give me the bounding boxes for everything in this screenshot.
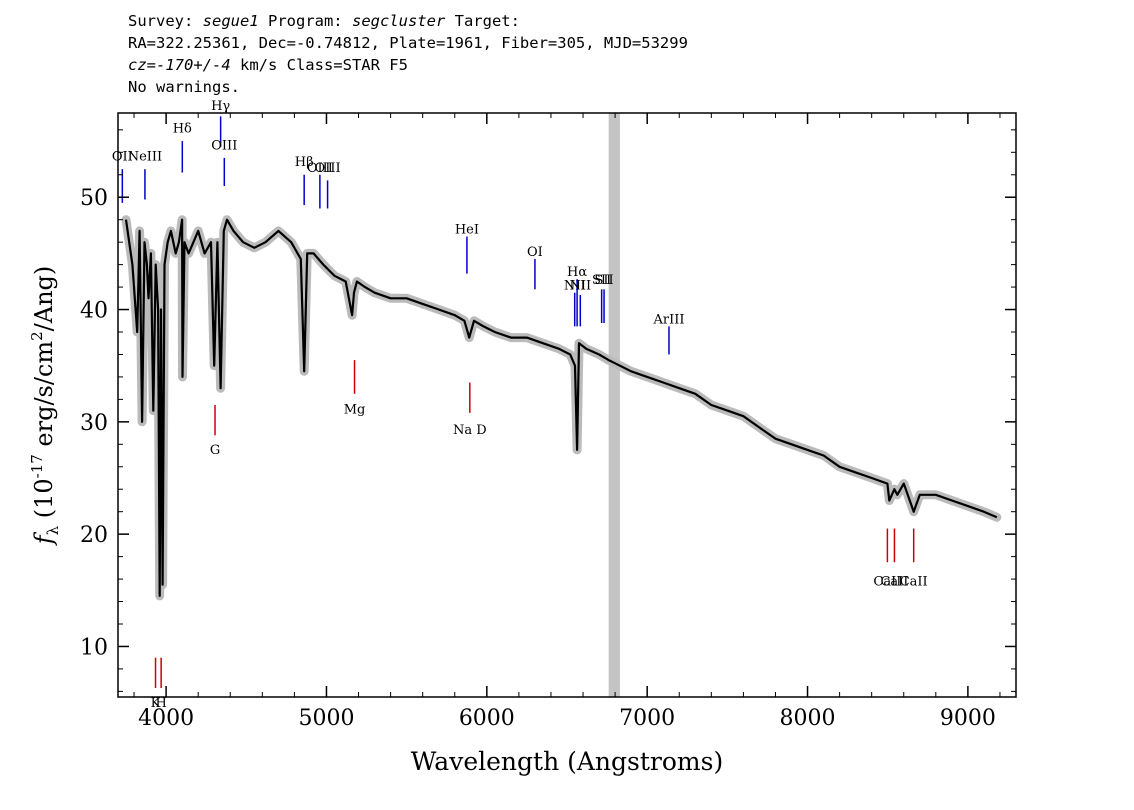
line-label: ArIII <box>652 312 684 327</box>
x-tick-label: 6000 <box>459 706 515 731</box>
header-line-warnings: No warnings. <box>128 78 240 96</box>
x-tick-label: 5000 <box>298 706 354 731</box>
line-label: H <box>155 696 166 711</box>
line-label: Na D <box>453 423 487 438</box>
line-label: K <box>151 696 161 711</box>
line-label: NII <box>564 279 586 294</box>
error-band-layer <box>121 215 1002 601</box>
line-label: G <box>210 443 220 458</box>
program-value: segcluster <box>351 12 446 30</box>
plot-frame <box>117 112 1017 698</box>
y-tick-label: 10 <box>80 635 108 660</box>
header-line-survey: Survey: segue1 Program: segcluster Targe… <box>128 10 688 32</box>
line-label: SII <box>594 273 613 288</box>
y-axis-label: fλ (10-17 erg/s/cm2/Ang) <box>28 266 62 547</box>
flux-line <box>124 218 998 598</box>
line-label: Hα <box>567 265 587 280</box>
line-label: Hβ <box>295 155 314 170</box>
line-label: OIII <box>307 161 333 176</box>
y-tick-label: 40 <box>80 299 108 324</box>
line-label: HeI <box>455 223 479 238</box>
flux-line-layer <box>124 218 998 598</box>
line-label: SII <box>592 273 611 288</box>
y-tick-label: 50 <box>80 186 108 211</box>
program-label: Program: <box>258 12 352 30</box>
line-label: CaII <box>873 574 901 589</box>
line-label: Hδ <box>173 121 192 136</box>
error-band <box>121 215 1002 601</box>
masked-band-layer <box>608 113 620 697</box>
line-label: OIII <box>211 138 237 153</box>
line-label: OI <box>527 245 543 260</box>
survey-label: Survey: <box>128 12 203 30</box>
header-line-coords: RA=322.25361, Dec=-0.74812, Plate=1961, … <box>128 34 688 52</box>
survey-value: segue1 <box>202 12 259 30</box>
header-line-redshift: cz=-170+/-4 km/s Class=STAR F5 <box>128 54 688 76</box>
line-label: NeIII <box>128 150 162 165</box>
redshift-value: cz=-170+/-4 <box>128 56 231 74</box>
axis-ticks-layer: 4000 5000 6000 7000 8000 9000 10 20 30 40 50 <box>80 113 1016 731</box>
target-label: Target: <box>445 12 520 30</box>
masked-band <box>608 113 620 697</box>
line-label: NII <box>569 279 591 294</box>
y-tick-label: 20 <box>80 523 108 548</box>
line-label: CaII <box>880 574 908 589</box>
x-tick-label: 8000 <box>780 706 836 731</box>
line-label: OII <box>112 150 133 165</box>
line-label: OIII <box>315 161 341 176</box>
line-label: Hγ <box>211 99 230 114</box>
x-tick-label: 7000 <box>619 706 675 731</box>
spectrum-header: Survey: segue1 Program: segcluster Targe… <box>128 10 688 98</box>
y-tick-label: 30 <box>80 411 108 436</box>
x-tick-label: 9000 <box>940 706 996 731</box>
line-label: CaII <box>900 574 928 589</box>
class-value: km/s Class=STAR F5 <box>230 56 408 74</box>
x-axis-label: Wavelength (Angstroms) <box>411 747 723 776</box>
x-tick-label: 4000 <box>138 706 194 731</box>
line-label: Mg <box>344 403 366 418</box>
